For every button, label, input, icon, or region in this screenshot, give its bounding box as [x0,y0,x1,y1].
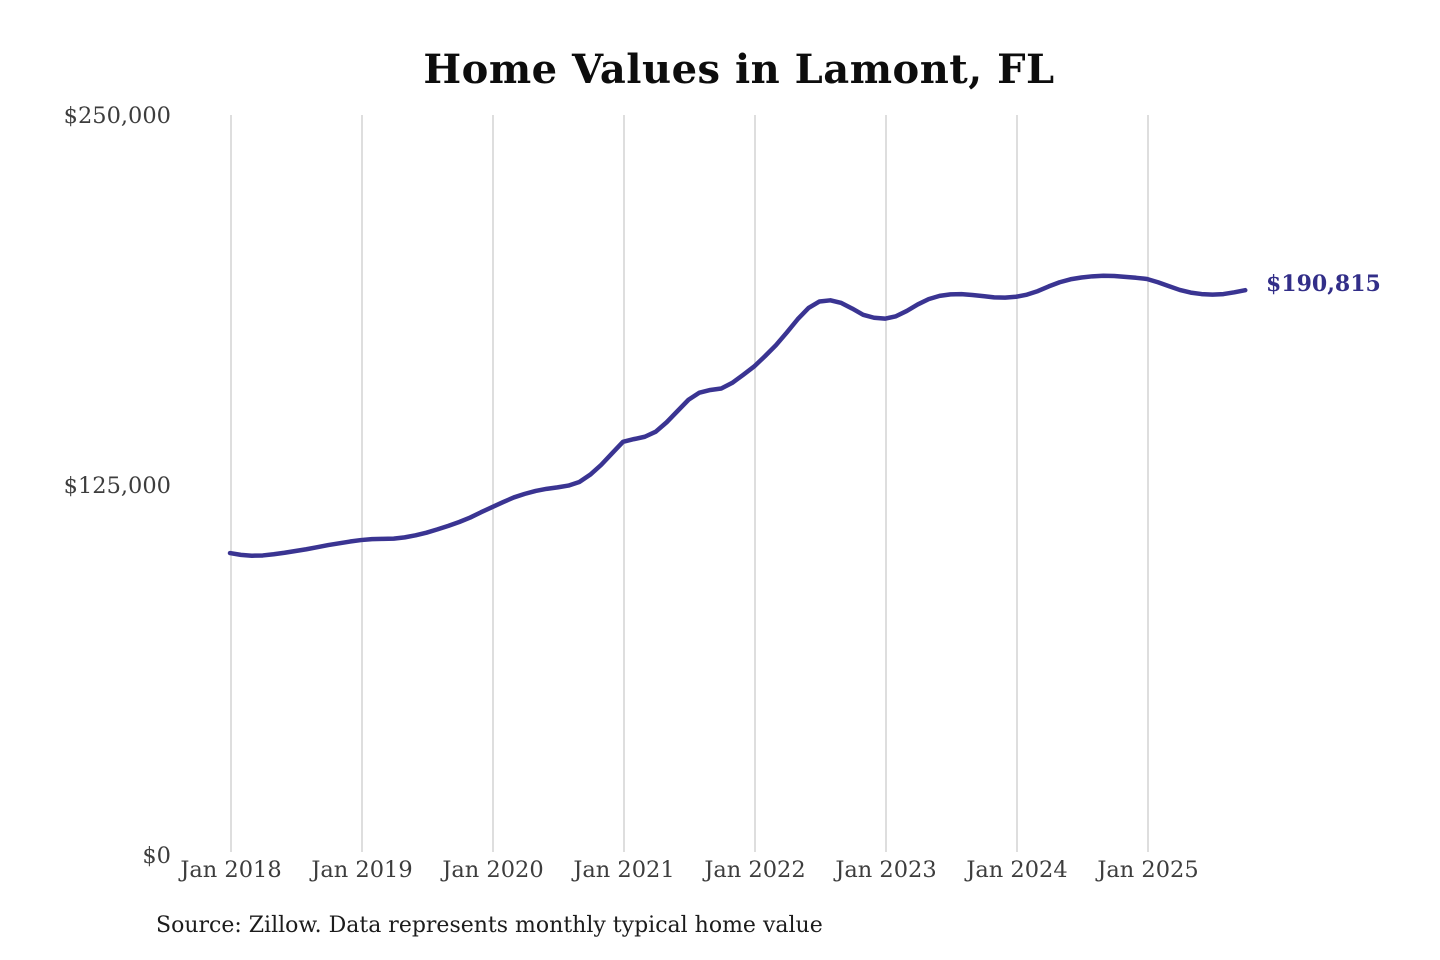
x-tick-label: Jan 2018 [178,857,281,883]
chart-title: Home Values in Lamont, FL [423,46,1055,93]
y-tick-label: $250,000 [64,103,171,129]
x-tick-label: Jan 2021 [571,857,674,883]
y-tick-label: $125,000 [64,473,171,499]
x-tick-label: Jan 2025 [1095,857,1198,883]
latest-value-annotation: $190,815 [1266,271,1381,297]
x-tick-label: Jan 2019 [309,857,412,883]
x-tick-label: Jan 2022 [702,857,805,883]
source-note: Source: Zillow. Data represents monthly … [156,913,823,938]
home-value-line [227,273,1248,558]
y-tick-label: $0 [142,843,171,869]
x-tick-label: Jan 2024 [964,857,1067,883]
x-tick-label: Jan 2023 [833,857,936,883]
x-tick-label: Jan 2020 [440,857,543,883]
